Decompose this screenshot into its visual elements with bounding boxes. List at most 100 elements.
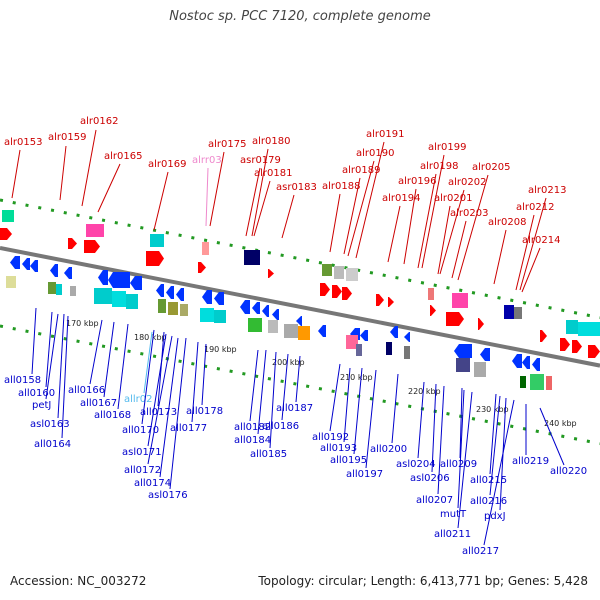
reverse-gene-label-leader	[147, 333, 167, 447]
forward-gene-label: alr0212	[516, 202, 554, 213]
forward-gene-label: alr0196	[398, 176, 436, 187]
forward-gene-label-leader	[521, 247, 541, 293]
reverse-gene-arrow	[296, 316, 302, 326]
gene-box	[214, 310, 226, 323]
forward-gene-label-leader	[437, 205, 451, 275]
reverse-gene-label-leader	[147, 335, 173, 465]
reverse-gene-label: all0207	[416, 495, 453, 506]
reverse-gene-label-leader	[257, 349, 267, 435]
reverse-gene-arrow	[404, 332, 410, 342]
reverse-gene-label: all0219	[512, 456, 549, 467]
reverse-gene-arrow	[64, 267, 72, 279]
forward-gene-label: asr0179	[240, 155, 281, 166]
reverse-gene-label: all0215	[470, 475, 507, 486]
genome-summary-text: Topology: circular; Length: 6,413,771 bp…	[258, 574, 588, 588]
reverse-gene-label-leader	[459, 387, 463, 459]
forward-gene-label: alr0181	[254, 168, 292, 179]
reverse-gene-label-leader	[103, 321, 115, 398]
forward-gene-label: alr0190	[356, 148, 394, 159]
reverse-gene-label-leader	[143, 331, 153, 394]
gene-box	[428, 288, 434, 300]
reverse-gene-label-leader	[31, 307, 37, 375]
reverse-gene-label: all0174	[134, 478, 171, 489]
gene-box	[180, 304, 188, 316]
reverse-gene-label-leader	[117, 323, 129, 410]
forward-gene-label-leader	[457, 174, 489, 281]
gene-box	[126, 294, 138, 309]
reverse-gene-arrow	[98, 270, 108, 285]
forward-gene-arrow	[540, 330, 547, 342]
forward-gene-label: alr0208	[488, 217, 526, 228]
reverse-gene-label-leader	[89, 319, 103, 385]
reverse-gene-arrow	[522, 356, 530, 369]
forward-gene-label-leader	[153, 171, 169, 231]
forward-gene-label-leader	[281, 194, 295, 239]
forward-gene-label: alr0213	[528, 185, 566, 196]
reverse-gene-label-leader	[539, 407, 565, 466]
forward-gene-label: alr0191	[366, 129, 404, 140]
genome-backbone	[0, 246, 600, 368]
reverse-gene-label: all0186	[262, 421, 299, 432]
scale-tick-label: 190 kbp	[204, 345, 237, 354]
reverse-gene-label: all0200	[370, 444, 407, 455]
reverse-gene-label: mutT	[440, 509, 467, 520]
forward-gene-label: alr0199	[428, 142, 466, 153]
forward-gene-label-leader	[343, 177, 361, 255]
reverse-gene-label-leader	[343, 367, 351, 443]
gene-box	[546, 376, 552, 390]
gene-box	[248, 318, 262, 332]
gene-box	[2, 210, 14, 222]
forward-gene-label: asr0183	[276, 182, 317, 193]
reverse-gene-label: all0220	[550, 466, 587, 477]
reverse-gene-arrow	[454, 344, 472, 358]
forward-gene-arrow	[388, 297, 394, 307]
gene-box	[158, 299, 166, 313]
gene-box	[244, 250, 260, 265]
gene-box	[70, 286, 76, 296]
reverse-gene-arrow	[252, 302, 260, 314]
forward-gene-arrow	[446, 312, 464, 326]
reverse-gene-label: asl0206	[410, 473, 450, 484]
reverse-gene-arrow	[50, 264, 58, 277]
reverse-gene-label-leader	[45, 311, 53, 388]
forward-gene-arrow	[588, 345, 600, 358]
reverse-gene-label: all0166	[68, 385, 105, 396]
reverse-gene-label-leader	[489, 393, 497, 475]
reverse-gene-arrow	[130, 276, 142, 290]
backbone-line	[0, 246, 600, 368]
reverse-gene-arrow	[262, 305, 269, 317]
forward-gene-label-leader	[253, 180, 271, 237]
forward-gene-label-leader	[519, 197, 547, 291]
reverse-gene-arrow	[318, 325, 326, 337]
forward-gene-arrow	[572, 340, 582, 353]
scale-tick-label: 170 kbp	[66, 319, 99, 328]
reverse-gene-label-leader	[295, 355, 301, 403]
forward-gene-arrow	[478, 318, 484, 330]
reverse-gene-label: all0177	[170, 423, 207, 434]
forward-gene-label: alr0169	[148, 159, 186, 170]
reverse-gene-label: all0193	[320, 443, 357, 454]
gene-box	[56, 284, 62, 295]
reverse-gene-label: all0173	[140, 407, 177, 418]
reverse-gene-label: all0184	[234, 435, 271, 446]
gene-box	[200, 308, 214, 322]
forward-gene-label: alr0202	[448, 177, 486, 188]
reverse-gene-label: asl0171	[122, 447, 162, 458]
reverse-gene-arrow	[108, 272, 130, 288]
reverse-gene-label-leader	[159, 337, 179, 478]
gene-box	[322, 264, 332, 276]
forward-gene-label: alr0175	[208, 139, 246, 150]
forward-gene-label: alr0198	[420, 161, 458, 172]
reverse-gene-label: all0217	[462, 546, 499, 557]
reverse-gene-label: all0164	[34, 439, 71, 450]
forward-gene-label: alr0188	[322, 181, 360, 192]
reverse-gene-label: asl0176	[148, 490, 188, 501]
gene-box	[504, 305, 514, 319]
reverse-gene-arrow	[272, 309, 279, 320]
forward-gene-label: alr0205	[472, 162, 510, 173]
gene-box	[48, 282, 56, 294]
reverse-gene-label-leader	[365, 369, 377, 469]
reverse-gene-arrow	[480, 348, 490, 361]
gene-box	[566, 320, 578, 334]
forward-gene-arrow	[68, 238, 77, 249]
